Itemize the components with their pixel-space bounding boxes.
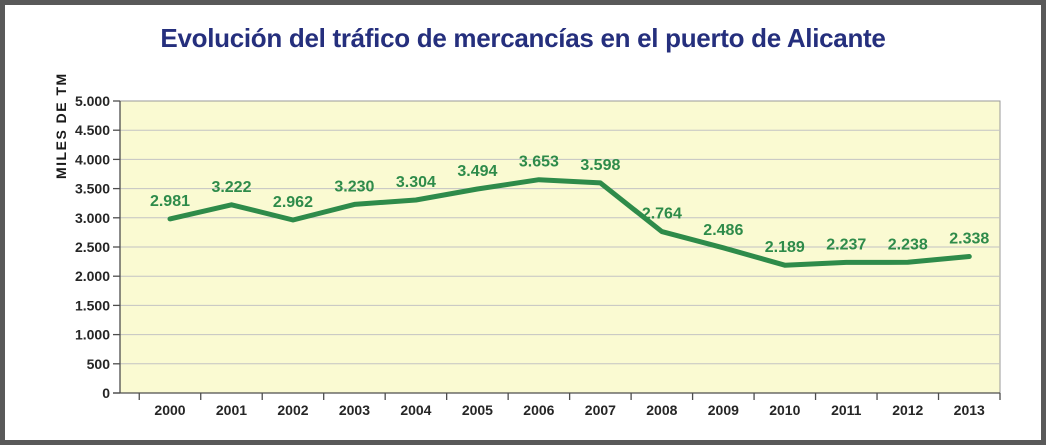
data-point-label: 3.494 bbox=[457, 163, 497, 180]
x-tick-label: 2005 bbox=[462, 402, 493, 418]
data-series bbox=[167, 177, 972, 268]
y-tick-label: 500 bbox=[87, 356, 111, 372]
y-tick-label: 2.000 bbox=[75, 268, 110, 284]
data-point-label: 2.189 bbox=[765, 239, 805, 256]
y-tick-label: 1.500 bbox=[75, 297, 110, 313]
x-tick-label: 2010 bbox=[769, 402, 800, 418]
data-point-label: 3.598 bbox=[580, 157, 620, 174]
y-tick-label: 3.000 bbox=[75, 210, 110, 226]
data-series-line bbox=[167, 177, 972, 268]
y-axis-title: MILES DE TM bbox=[53, 72, 69, 179]
data-point-label: 3.222 bbox=[211, 179, 251, 196]
y-tick-label: 4.000 bbox=[75, 151, 110, 167]
chart-title: Evolución del tráfico de mercancías en e… bbox=[160, 23, 886, 53]
y-tick-label: 5.000 bbox=[75, 93, 110, 109]
x-tick-label: 2001 bbox=[216, 402, 247, 418]
data-point-label: 2.981 bbox=[150, 193, 190, 210]
line-chart: 0 500 1.000 1.500 2.000 2.500 3.000 3.500 4.000 4… bbox=[53, 72, 1001, 418]
x-tick-label: 2000 bbox=[154, 402, 185, 418]
x-tick-label: 2003 bbox=[339, 402, 370, 418]
data-point-label: 3.230 bbox=[334, 178, 374, 195]
y-tick-label: 2.500 bbox=[75, 239, 110, 255]
x-tick-label: 2012 bbox=[892, 402, 923, 418]
x-axis: 2000 2001 2002 2003 2004 2005 2006 2007 2008 2009… bbox=[113, 392, 1001, 418]
data-point-label: 2.238 bbox=[888, 236, 928, 253]
y-tick-label: 3.500 bbox=[75, 181, 110, 197]
y-tick-label: 1.000 bbox=[75, 327, 110, 343]
data-point-label: 3.653 bbox=[519, 154, 559, 171]
x-tick-label: 2002 bbox=[277, 402, 308, 418]
gridlines bbox=[120, 129, 1000, 365]
y-tick-label: 4.500 bbox=[75, 122, 110, 138]
x-tick-label: 2011 bbox=[831, 402, 862, 418]
data-point-label: 2.237 bbox=[826, 236, 866, 253]
data-point-label: 3.304 bbox=[396, 174, 436, 191]
x-tick-label: 2008 bbox=[646, 402, 677, 418]
data-point-label: 2.962 bbox=[273, 194, 313, 211]
x-tick-label: 2013 bbox=[954, 402, 985, 418]
data-point-label: 2.764 bbox=[642, 206, 682, 223]
x-tick-label: 2009 bbox=[708, 402, 739, 418]
x-tick-label: 2004 bbox=[400, 402, 431, 418]
data-labels: 2.981 3.222 2.962 3.230 3.304 3.494 3.653 3.598… bbox=[150, 154, 989, 256]
x-tick-label: 2007 bbox=[585, 402, 616, 418]
y-tick-label: 0 bbox=[102, 385, 110, 401]
data-point-label: 2.486 bbox=[703, 222, 743, 239]
data-point-label: 2.338 bbox=[949, 230, 989, 247]
x-tick-label: 2006 bbox=[523, 402, 554, 418]
y-axis: 0 500 1.000 1.500 2.000 2.500 3.000 3.500 4.000 4… bbox=[53, 72, 121, 401]
